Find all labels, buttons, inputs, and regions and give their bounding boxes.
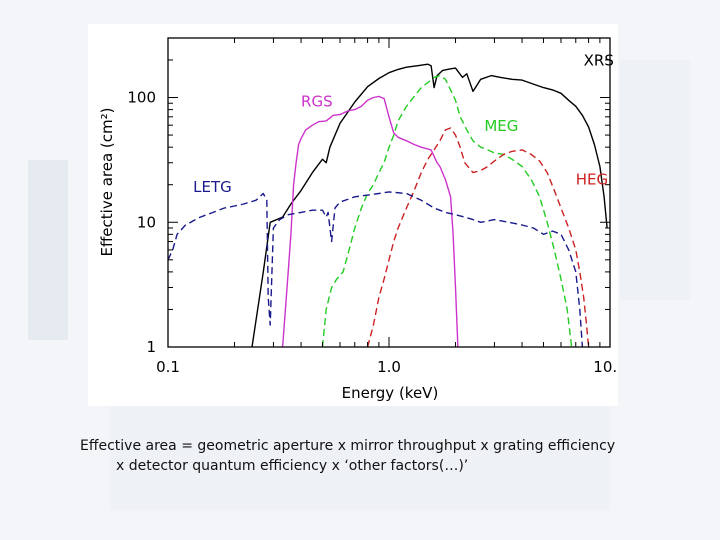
ticks-layer — [167, 37, 611, 348]
series-line-meg — [321, 74, 573, 347]
series-line-heg — [366, 127, 590, 347]
series-layer — [168, 63, 608, 347]
series-label-heg: HEG — [576, 171, 608, 189]
series-label-letg: LETG — [193, 178, 232, 196]
series-label-meg: MEG — [484, 117, 518, 135]
caption-line-2: x detector quantum efficiency x ‘other f… — [116, 458, 469, 474]
series-line-rgs — [281, 95, 459, 347]
y-axis-label: Effective area (cm²) — [98, 107, 116, 256]
chart-panel: 0.1 1.0 10.0 1 10 100 XRS RGS MEG HEG LETG Energy … — [88, 24, 618, 406]
x-axis-label: Energy (keV) — [342, 384, 439, 402]
series-line-xrs — [251, 63, 608, 347]
x-tick-label: 10.0 — [593, 358, 618, 376]
labels-layer: 0.1 1.0 10.0 1 10 100 XRS RGS MEG HEG LETG — [127, 52, 618, 376]
series-line-letg — [168, 191, 584, 347]
x-tick-label: 0.1 — [156, 358, 180, 376]
y-tick-label: 100 — [127, 89, 156, 107]
caption-line-1: Effective area = geometric aperture x mi… — [80, 438, 616, 454]
y-tick-label: 1 — [146, 338, 156, 356]
y-tick-label: 10 — [137, 213, 156, 231]
series-label-xrs: XRS — [584, 52, 614, 70]
x-tick-label: 1.0 — [377, 358, 401, 376]
caption: Effective area = geometric aperture x mi… — [80, 436, 700, 476]
effective-area-chart: 0.1 1.0 10.0 1 10 100 XRS RGS MEG HEG LETG Energy … — [98, 37, 618, 402]
series-label-rgs: RGS — [301, 92, 333, 110]
